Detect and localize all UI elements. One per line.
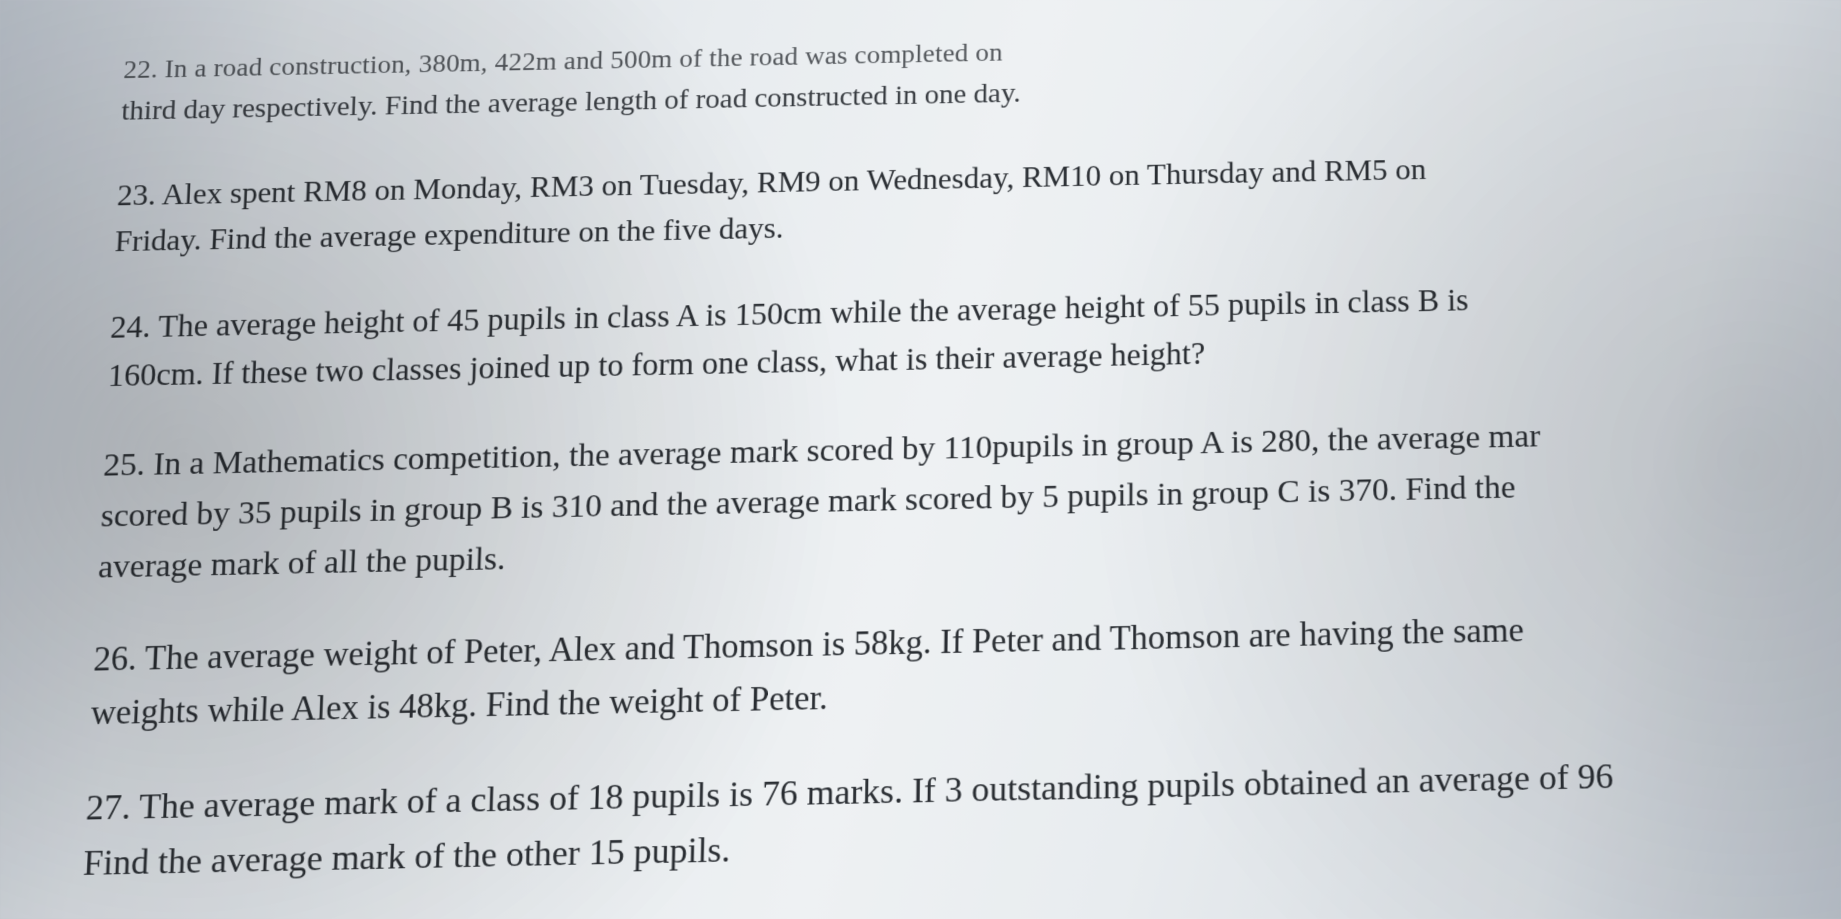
question-22: 22. In a road construction, 380m, 422m a… xyxy=(120,18,1761,134)
worksheet-page: 22. In a road construction, 380m, 422m a… xyxy=(0,22,1840,919)
question-23: 23. Alex spent RM8 on Monday, RM3 on Tue… xyxy=(114,139,1765,265)
question-24: 24. The average height of 45 pupils in c… xyxy=(107,271,1768,401)
question-26: 26. The average weight of Peter, Alex an… xyxy=(90,600,1776,740)
question-27: 27. The average mark of a class of 18 pu… xyxy=(82,746,1779,891)
question-25: 25. In a Mathematics competition, the av… xyxy=(97,408,1772,594)
